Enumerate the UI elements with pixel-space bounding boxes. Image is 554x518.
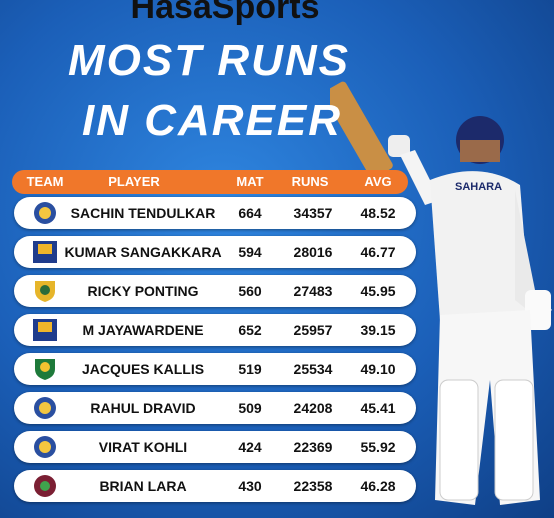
average: 45.41	[360, 400, 396, 416]
player-name: BRIAN LARA	[99, 478, 187, 494]
table-row: RAHUL DRAVID 509 24208 45.41	[14, 392, 416, 424]
team-logo	[34, 436, 56, 458]
team-logo	[34, 202, 56, 224]
team-logo	[33, 319, 57, 341]
glove	[388, 135, 410, 157]
column-header: PLAYER	[108, 174, 160, 189]
column-header: TEAM	[26, 174, 64, 189]
table-row: BRIAN LARA 430 22358 46.28	[14, 470, 416, 502]
average: 55.92	[360, 439, 396, 455]
matches: 424	[238, 439, 262, 455]
player-name: KUMAR SANGAKKARA	[64, 244, 222, 260]
team-logo	[34, 397, 56, 419]
table-row: M JAYAWARDENE 652 25957 39.15	[14, 314, 416, 346]
average: 39.15	[360, 322, 396, 338]
matches: 560	[238, 283, 262, 299]
average: 45.95	[360, 283, 396, 299]
team-logo	[35, 281, 55, 302]
runs: 25534	[293, 361, 333, 377]
runs: 22369	[293, 439, 333, 455]
runs: 24208	[293, 400, 333, 416]
team-logo	[33, 241, 57, 263]
matches: 594	[238, 244, 262, 260]
table-row: JACQUES KALLIS 519 25534 49.10	[14, 353, 416, 385]
runs: 22358	[293, 478, 333, 494]
player-name: M JAYAWARDENE	[82, 322, 204, 338]
runs: 34357	[293, 205, 333, 221]
matches: 430	[238, 478, 262, 494]
brand: HasaSports	[130, 0, 320, 26]
table-row: SACHIN TENDULKAR 664 34357 48.52	[14, 197, 416, 229]
runs: 28016	[293, 244, 333, 260]
table-row: VIRAT KOHLI 424 22369 55.92	[14, 431, 416, 463]
bat	[330, 81, 393, 179]
matches: 652	[238, 322, 262, 338]
matches: 664	[238, 205, 262, 221]
player-name: RICKY PONTING	[87, 283, 199, 299]
runs: 25957	[293, 322, 333, 338]
player-name: VIRAT KOHLI	[98, 439, 188, 455]
player-name: RAHUL DRAVID	[90, 400, 196, 416]
table-header: TEAM PLAYER MAT RUNS AVG	[12, 170, 408, 194]
column-header: MAT	[236, 174, 264, 189]
title: MOST RUNS	[68, 36, 350, 85]
svg-text:SAHARA: SAHARA	[455, 181, 502, 193]
player-name: JACQUES KALLIS	[81, 361, 205, 377]
player-name: SACHIN TENDULKAR	[70, 205, 216, 221]
average: 48.52	[360, 205, 396, 221]
matches: 509	[238, 400, 262, 416]
team-logo	[34, 475, 56, 497]
team-logo	[35, 359, 55, 380]
matches: 519	[238, 361, 262, 377]
player-figure: SAHARA	[330, 81, 552, 505]
column-header: RUNS	[291, 174, 329, 189]
average: 46.28	[360, 478, 396, 494]
average: 49.10	[360, 361, 396, 377]
shirt	[430, 171, 530, 320]
runs: 27483	[293, 283, 333, 299]
title: IN CAREER	[82, 96, 343, 145]
column-header: AVG	[364, 174, 392, 189]
table-row: KUMAR SANGAKKARA 594 28016 46.77	[14, 236, 416, 268]
average: 46.77	[360, 244, 396, 260]
table-row: RICKY PONTING 560 27483 45.95	[14, 275, 416, 307]
